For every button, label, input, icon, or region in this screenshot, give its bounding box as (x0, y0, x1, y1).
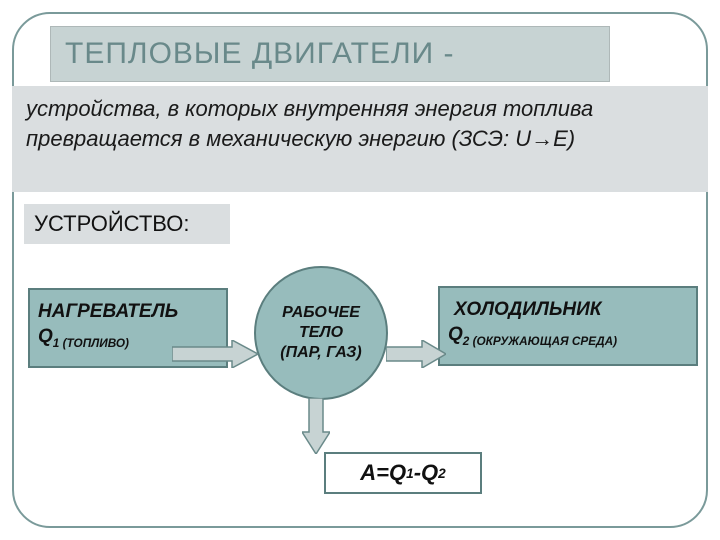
working-body-circle: РАБОЧЕЕ ТЕЛО (ПАР, ГАЗ) (254, 266, 388, 400)
cooler-q-sub: 2 (ОКРУЖАЮЩАЯ СРЕДА) (463, 334, 617, 347)
arrow-body-to-cooler (386, 340, 446, 368)
definition-text: устройства, в которых внутренняя энергия… (26, 94, 686, 153)
formula-s1: 1 (406, 466, 414, 481)
section-label-text: УСТРОЙСТВО: (34, 211, 189, 237)
arrow-heater-to-body (172, 340, 258, 368)
cooler-box: ХОЛОДИЛЬНИК Q2 (ОКРУЖАЮЩАЯ СРЕДА) (438, 286, 698, 366)
heater-q-symbol: Q (38, 326, 53, 347)
cooler-name: ХОЛОДИЛЬНИК (448, 298, 688, 323)
definition-box: устройства, в которых внутренняя энергия… (12, 86, 708, 192)
formula-s2: 2 (438, 466, 446, 481)
arrow-body-to-formula (302, 398, 330, 454)
wb-line1: РАБОЧЕЕ (282, 303, 360, 323)
cooler-q: Q2 (ОКРУЖАЮЩАЯ СРЕДА) (448, 323, 688, 349)
formula-a: A=Q (360, 460, 406, 486)
title-text: ТЕПЛОВЫЕ ДВИГАТЕЛИ - (65, 37, 455, 71)
wb-line3: (ПАР, ГАЗ) (280, 343, 362, 363)
heater-q-sub: 1 (ТОПЛИВО) (53, 336, 129, 349)
cooler-q-symbol: Q (448, 324, 463, 345)
wb-line2: ТЕЛО (299, 323, 343, 343)
formula-box: A=Q1 -Q2 (324, 452, 482, 494)
section-label: УСТРОЙСТВО: (24, 204, 230, 244)
title-box: ТЕПЛОВЫЕ ДВИГАТЕЛИ - (50, 26, 610, 82)
formula-mid: -Q (414, 460, 438, 486)
heater-name: НАГРЕВАТЕЛЬ (38, 300, 218, 325)
